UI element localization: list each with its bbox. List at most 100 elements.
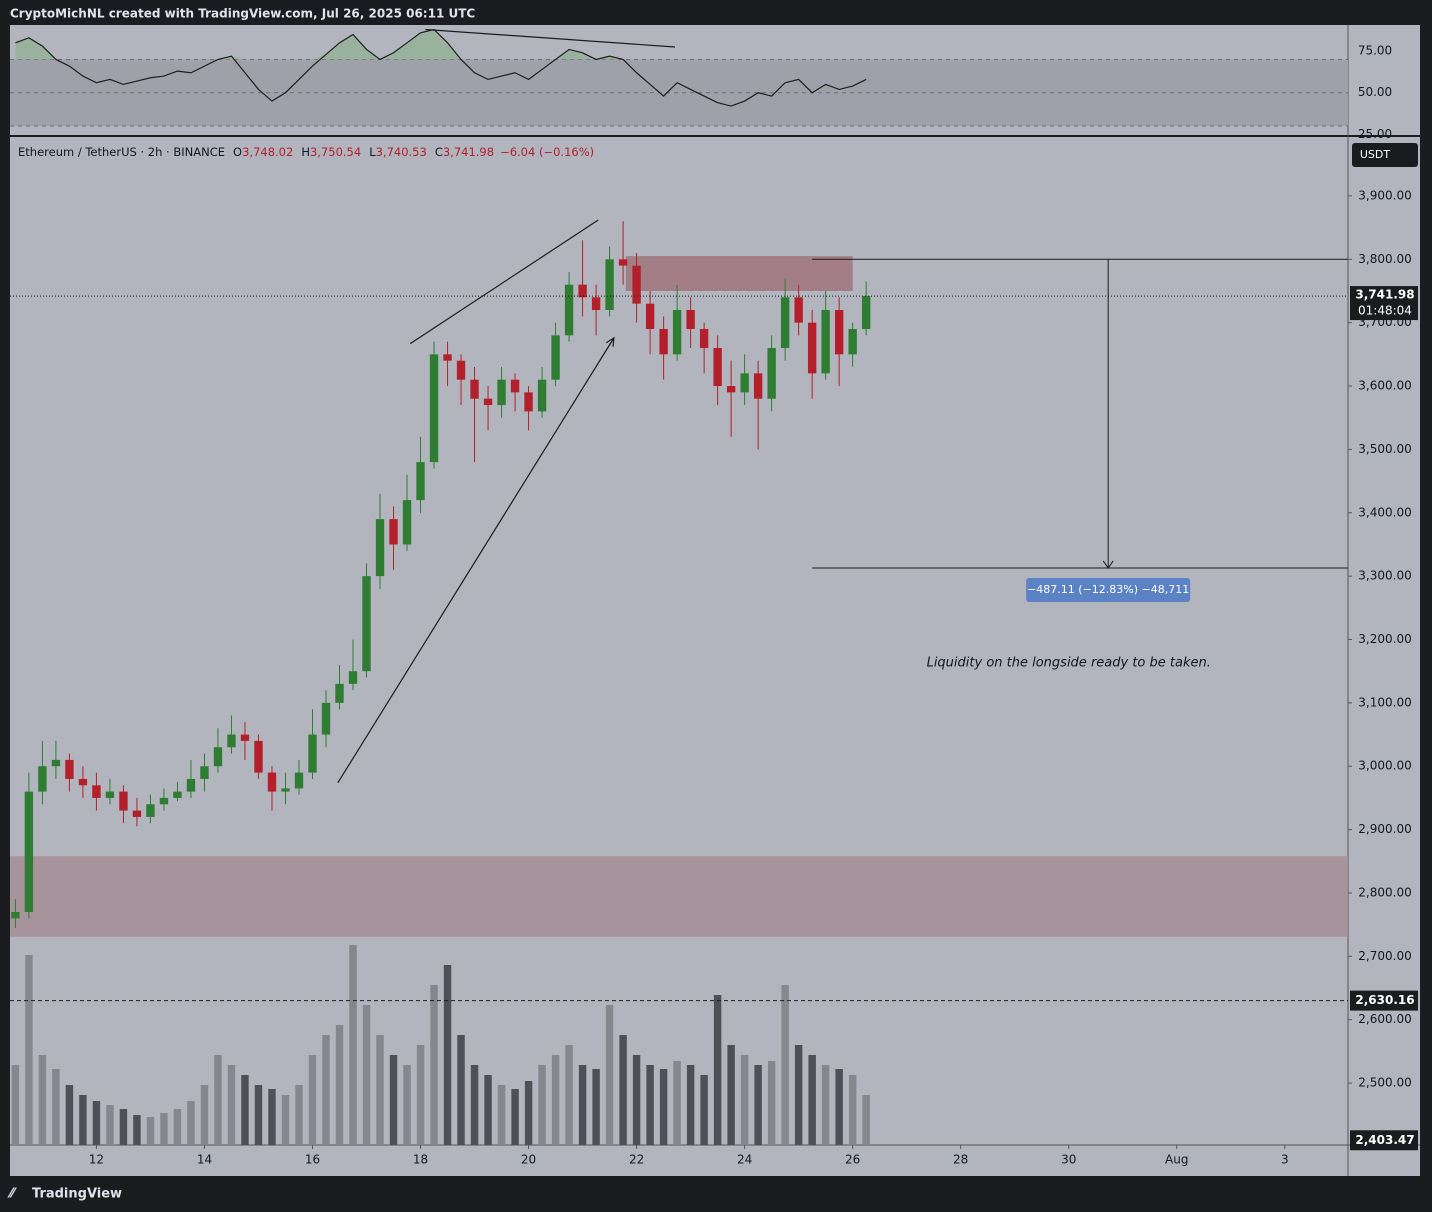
candle-body xyxy=(348,671,358,684)
candle-body xyxy=(618,259,628,266)
volume-bar xyxy=(106,1105,114,1145)
candle-body xyxy=(429,354,439,463)
volume-bar xyxy=(254,1085,263,1145)
last-price-label: 3,741.98 xyxy=(1355,288,1414,302)
candle-body xyxy=(848,329,857,355)
arrow-head xyxy=(605,336,615,347)
candle-body xyxy=(24,791,34,912)
y-tick-label: 3,200.00 xyxy=(1358,632,1411,646)
candle-body xyxy=(402,500,412,545)
y-tick-label: 2,800.00 xyxy=(1358,885,1411,899)
volume-bar xyxy=(11,1065,20,1145)
volume-bar xyxy=(92,1101,101,1145)
rsi-tick-label: 25.00 xyxy=(1358,127,1392,141)
volume-bar xyxy=(227,1065,236,1145)
ohlc-key: C xyxy=(435,145,443,159)
arrow-head xyxy=(1102,560,1114,569)
volume-bar xyxy=(821,1065,830,1145)
candle-body xyxy=(753,373,763,399)
candle-body xyxy=(105,791,115,798)
candle-body xyxy=(335,683,344,703)
candle-body xyxy=(645,303,655,330)
candle-body xyxy=(780,297,790,349)
volume-bar xyxy=(565,1045,573,1145)
volume-bar xyxy=(160,1113,168,1145)
volume-bar xyxy=(592,1069,600,1145)
volume-bar xyxy=(187,1101,195,1145)
volume-bar xyxy=(295,1085,303,1145)
volume-bar xyxy=(848,1075,857,1145)
candle-body xyxy=(254,740,263,773)
candle-body xyxy=(659,329,668,355)
candle-body xyxy=(834,309,844,355)
x-tick-label: 22 xyxy=(629,1153,644,1167)
zone xyxy=(10,856,1348,937)
candle-body xyxy=(605,259,614,310)
y-tick-label: 3,100.00 xyxy=(1358,695,1411,709)
candle-body xyxy=(794,297,803,323)
volume-bar xyxy=(713,995,722,1145)
y-tick-label: 2,900.00 xyxy=(1358,822,1411,836)
x-tick-label: 20 xyxy=(521,1153,536,1167)
y-tick-label: 3,600.00 xyxy=(1358,379,1411,393)
volume-bar xyxy=(403,1065,411,1145)
scale-bottom-box xyxy=(1350,1130,1418,1151)
volume-bar xyxy=(38,1055,47,1145)
ohlc-value: 3,748.02 xyxy=(242,145,293,159)
candle-body xyxy=(173,791,182,798)
volume-bar xyxy=(632,1055,641,1145)
y-tick-label: 2,500.00 xyxy=(1358,1076,1411,1090)
candle-body xyxy=(551,335,560,380)
volume-bar xyxy=(470,1065,479,1145)
arrow-line xyxy=(337,337,615,784)
candle-body xyxy=(119,791,128,811)
x-tick-label: 12 xyxy=(89,1153,104,1167)
scale-bottom-label: 2,403.47 xyxy=(1355,1133,1414,1147)
last-price-box xyxy=(1350,286,1418,321)
candle-body xyxy=(726,386,736,393)
volume-bar xyxy=(416,1045,425,1145)
y-tick-label: 3,400.00 xyxy=(1358,505,1411,519)
candle-body xyxy=(672,309,682,355)
ohlc-key: O xyxy=(233,145,242,159)
candle-body xyxy=(389,519,398,545)
candle-body xyxy=(227,734,236,748)
candle-body xyxy=(686,309,695,330)
volume-bar xyxy=(497,1085,506,1145)
candle-body xyxy=(443,354,452,361)
y-tick-label: 3,000.00 xyxy=(1358,759,1411,773)
candle-body xyxy=(470,379,479,399)
candle-body xyxy=(456,360,466,380)
volume-bar xyxy=(794,1045,803,1145)
rsi-tick-label: 50.00 xyxy=(1358,85,1392,99)
volume-bar xyxy=(308,1055,317,1145)
candle-body xyxy=(362,576,371,672)
volume-bar xyxy=(119,1109,128,1145)
candle-body xyxy=(578,284,587,298)
volume-bar xyxy=(146,1117,155,1145)
volume-bar xyxy=(781,985,789,1145)
candle-body xyxy=(767,348,776,399)
x-tick-label: Aug xyxy=(1165,1153,1188,1167)
candle-body xyxy=(483,398,493,406)
trend-line xyxy=(409,219,599,345)
candle-body xyxy=(51,759,61,767)
y-tick-label: 3,300.00 xyxy=(1358,569,1411,583)
candle-body xyxy=(591,297,601,310)
price-line-box xyxy=(1350,990,1418,1011)
volume-bar xyxy=(646,1065,654,1145)
candle-body xyxy=(294,772,304,789)
volume-bar xyxy=(673,1061,681,1145)
volume-bar xyxy=(214,1055,222,1145)
symbol-legend: Ethereum / TetherUS · 2h · BINANCE O3,748… xyxy=(18,145,594,159)
price-line-label: 2,630.16 xyxy=(1355,993,1414,1007)
candle-body xyxy=(807,322,817,374)
ohlc-value: 3,750.54 xyxy=(310,145,361,159)
x-tick-label: 28 xyxy=(953,1153,968,1167)
currency-box xyxy=(1352,143,1418,167)
candle-body xyxy=(699,329,709,349)
ohlc-key: L xyxy=(369,145,376,159)
volume-bar xyxy=(457,1035,465,1145)
x-tick-label: 30 xyxy=(1061,1153,1076,1167)
y-tick-label: 3,800.00 xyxy=(1358,252,1411,266)
